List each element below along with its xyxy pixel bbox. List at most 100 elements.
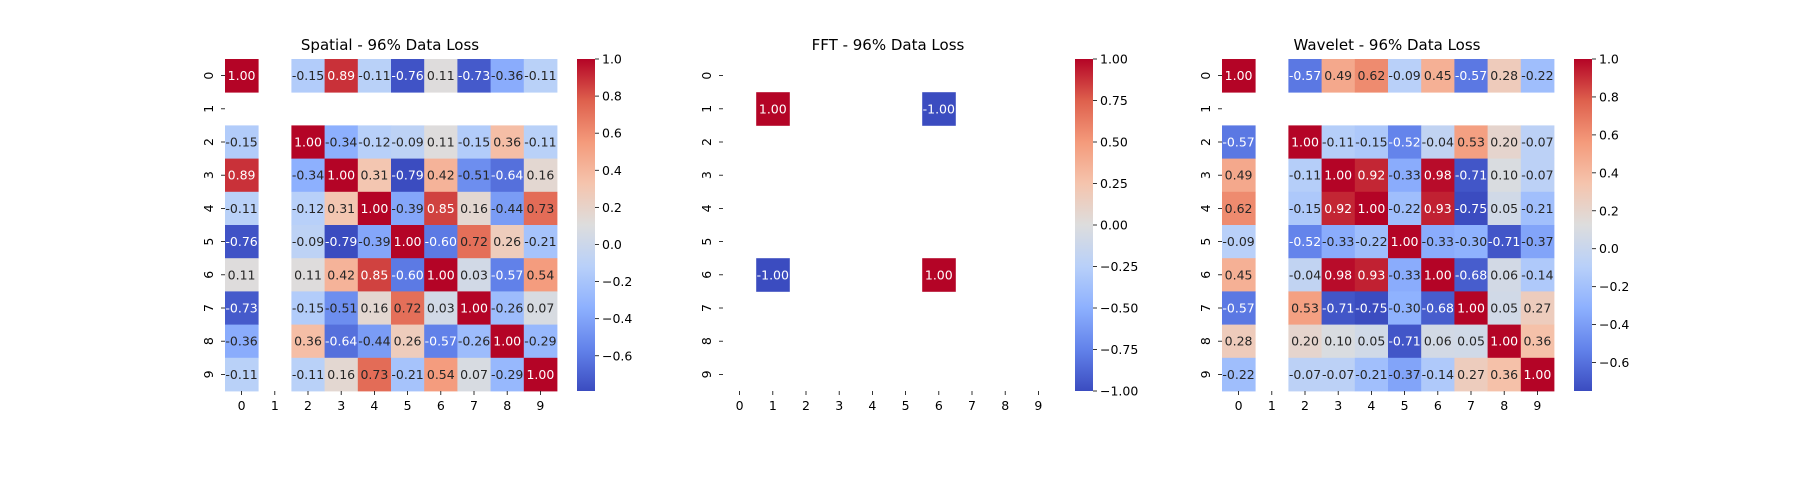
- cell-value-label: 0.05: [1490, 201, 1518, 216]
- heatmap-cell: [1321, 324, 1356, 359]
- heatmap-cell: [1222, 225, 1256, 259]
- heatmap-cell: [1321, 125, 1356, 159]
- colorbar-tick-label: −0.4: [1599, 317, 1629, 332]
- heatmap-cell: [291, 357, 325, 392]
- cell-value-label: -0.11: [524, 135, 556, 150]
- heatmap-cell: [523, 258, 558, 292]
- cell-value-label: -0.30: [1455, 234, 1487, 249]
- heatmap-cell: [391, 357, 425, 392]
- cell-value-label: -0.26: [491, 301, 523, 316]
- heatmap-cell: [391, 324, 425, 359]
- cell-value-label: -0.15: [1289, 201, 1321, 216]
- cell-value-label: 1.00: [1225, 68, 1253, 83]
- x-tick-label: 6: [935, 398, 943, 413]
- cell-value-label: -0.60: [391, 267, 423, 282]
- x-tick-label: 4: [868, 398, 876, 413]
- colorbar-gradient: [1574, 59, 1592, 391]
- cell-value-label: 0.07: [526, 301, 554, 316]
- heatmap-cell: [291, 324, 325, 359]
- heatmap-cell: [1222, 191, 1256, 226]
- colorbar-tick-label: 0.8: [602, 89, 622, 104]
- cell-value-label: -0.07: [1521, 168, 1553, 183]
- cell-value-label: -0.21: [1355, 367, 1387, 382]
- heatmap-panel-wavelet: Wavelet - 96% Data Loss 1.00 -0.57 0.49 0.6…: [1198, 36, 1629, 413]
- cell-value-label: -0.22: [1388, 201, 1420, 216]
- cell-value-label: -0.22: [1355, 234, 1387, 249]
- cell-value-label: -0.57: [1222, 135, 1254, 150]
- heatmap-cell: [490, 125, 525, 159]
- heatmap-cell: [1321, 258, 1356, 292]
- cell-value-label: 1.00: [228, 68, 256, 83]
- heatmap-cell: [291, 59, 325, 93]
- heatmap-cell: [457, 291, 491, 325]
- cell-value-label: 0.16: [526, 168, 554, 183]
- cell-value-label: -0.44: [358, 334, 390, 349]
- heatmap-cell: [1388, 59, 1422, 93]
- heatmap-cell: [324, 158, 359, 193]
- heatmap-cell: [490, 191, 525, 226]
- heatmap-grid: 1.00 -1.00 -1.00 1.00 0 1 2 3 4 5 6 7 8 9 0 1 2 3 4 5 6 7 8 9: [699, 72, 1042, 413]
- heatmap-cell: [1454, 258, 1488, 292]
- colorbar-tick-label: −0.2: [1599, 279, 1629, 294]
- colorbar-tick-label: 0.0: [1599, 241, 1619, 256]
- heatmap-cell: [1354, 59, 1389, 93]
- x-tick-label: 5: [404, 398, 412, 413]
- colorbar-tick-label: 0.25: [1100, 176, 1128, 191]
- heatmap-cell: [391, 158, 425, 193]
- heatmap-grid: 1.00 -0.57 0.49 0.62 -0.09 0.45 -0.57 0.28 -0.22…: [1198, 59, 1555, 413]
- cell-value-label: -0.11: [292, 367, 324, 382]
- cell-value-label: 0.62: [1357, 68, 1385, 83]
- cell-value-label: -0.71: [1455, 168, 1487, 183]
- cell-value-label: 0.73: [526, 201, 554, 216]
- chart-title: Wavelet - 96% Data Loss: [1294, 36, 1481, 54]
- heatmap-cell: [922, 258, 956, 292]
- cell-value-label: -0.11: [1289, 168, 1321, 183]
- cell-value-label: 0.11: [427, 68, 455, 83]
- x-tick-label: 2: [802, 398, 810, 413]
- y-tick-label: 9: [699, 370, 714, 378]
- heatmap-cell: [1354, 158, 1389, 193]
- x-tick-label: 9: [536, 398, 544, 413]
- heatmap-cell: [1487, 357, 1522, 392]
- heatmap-cell: [1288, 125, 1322, 159]
- cell-value-label: -0.37: [1521, 234, 1553, 249]
- cell-value-label: -0.09: [292, 234, 324, 249]
- y-tick-label: 0: [699, 72, 714, 80]
- heatmap-cell: [225, 59, 259, 93]
- cell-value-label: -0.75: [1355, 301, 1387, 316]
- y-tick-label: 5: [201, 238, 216, 246]
- cell-value-label: 0.89: [327, 68, 355, 83]
- heatmap-cell: [457, 357, 491, 392]
- heatmap-cell: [523, 225, 558, 259]
- cell-value-label: -0.33: [1388, 267, 1420, 282]
- heatmap-cell: [457, 59, 491, 93]
- cell-value-label: 0.92: [1357, 168, 1385, 183]
- x-tick-label: 8: [1001, 398, 1009, 413]
- heatmap-cell: [291, 191, 325, 226]
- colorbar-tick-label: 0.4: [1599, 165, 1619, 180]
- y-tick-label: 0: [201, 72, 216, 80]
- colorbar-tick-label: 0.75: [1100, 93, 1128, 108]
- colorbar-tick-label: −0.6: [602, 348, 632, 363]
- heatmap-cell: [523, 191, 558, 226]
- cell-value-label: -0.11: [358, 68, 390, 83]
- cell-value-label: -0.12: [358, 135, 390, 150]
- cell-value-label: -0.36: [491, 68, 523, 83]
- cell-value-label: -0.21: [391, 367, 423, 382]
- heatmap-cell: [1321, 291, 1356, 325]
- heatmap-cell: [1222, 125, 1256, 159]
- heatmap-cell: [1288, 59, 1322, 93]
- cell-value-label: -0.57: [1455, 68, 1487, 83]
- heatmap-cell: [357, 191, 392, 226]
- heatmap-cell: [225, 258, 259, 292]
- cell-value-label: -0.21: [524, 234, 556, 249]
- cell-value-label: -0.26: [458, 334, 490, 349]
- cell-value-label: -0.57: [491, 267, 523, 282]
- heatmap-cell: [1421, 59, 1455, 93]
- heatmap-cell: [225, 357, 259, 392]
- heatmap-cell: [1487, 291, 1522, 325]
- cell-value-label: 0.72: [460, 234, 488, 249]
- heatmap-cell: [357, 125, 392, 159]
- x-tick-label: 1: [1268, 398, 1276, 413]
